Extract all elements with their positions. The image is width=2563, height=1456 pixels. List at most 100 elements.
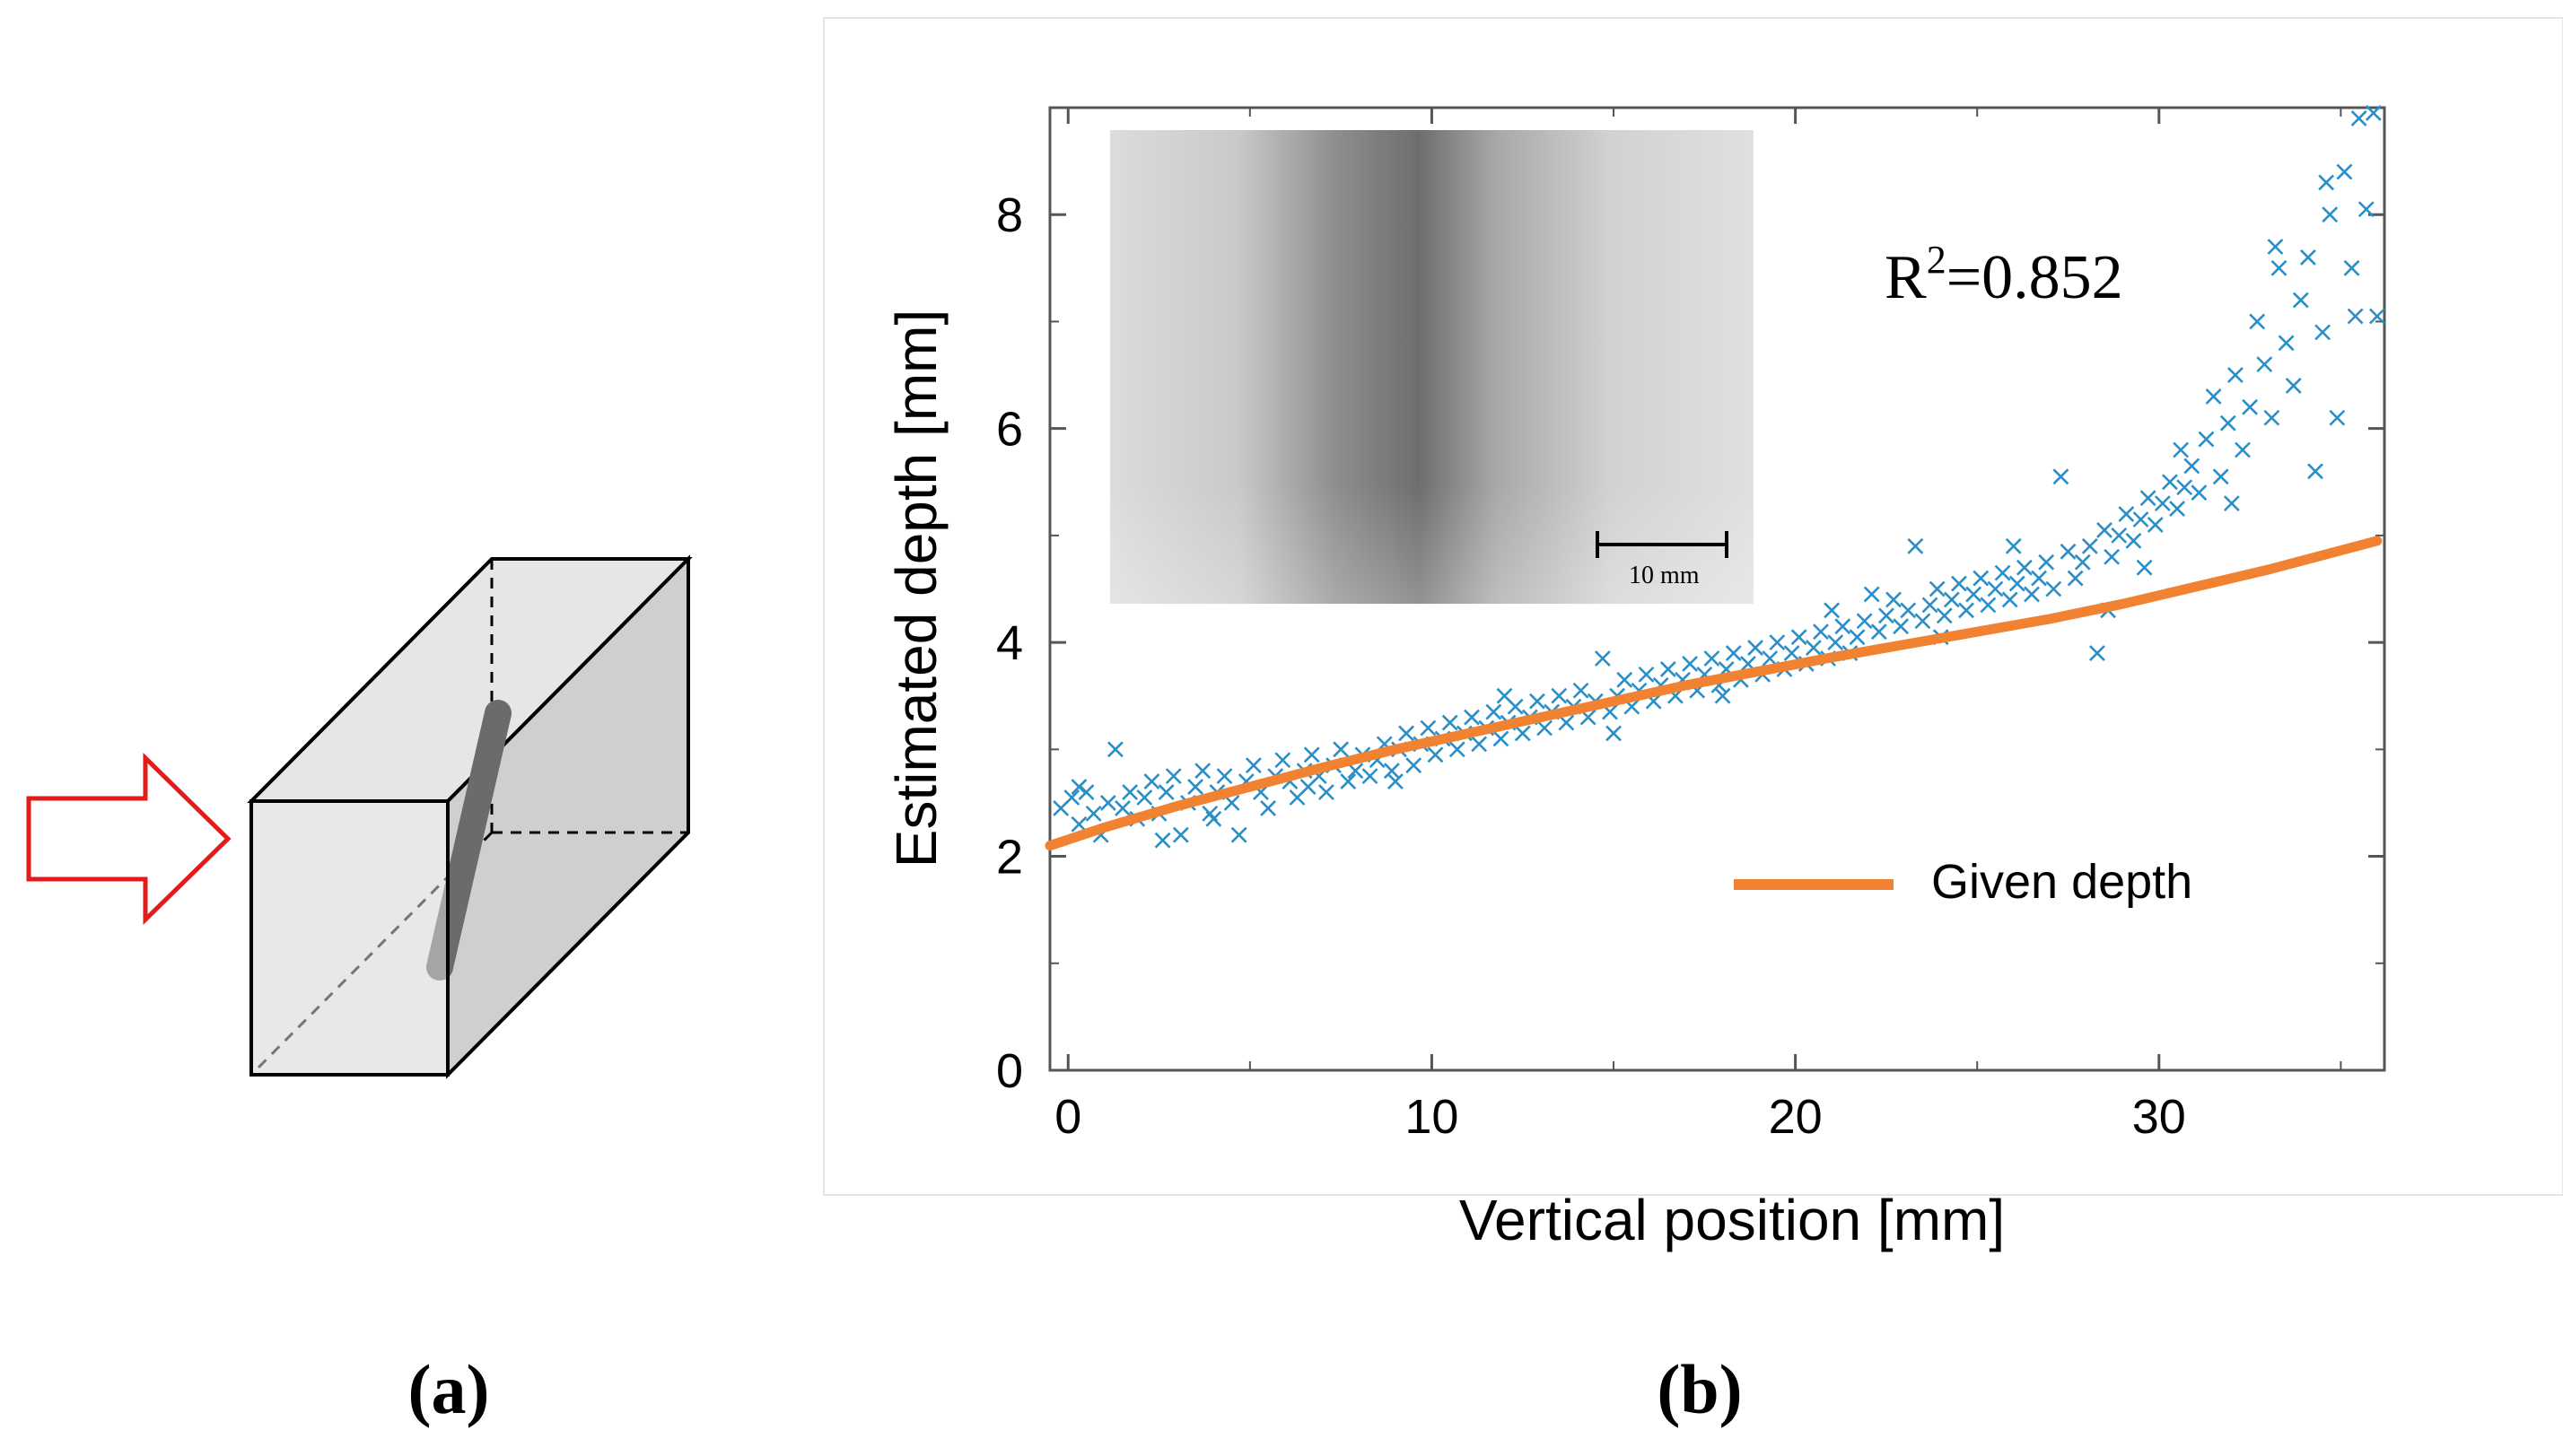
scatter-point	[1725, 645, 1742, 661]
scatter-point	[1340, 773, 1357, 790]
scatter-point	[1929, 580, 1946, 597]
scatter-point	[1994, 564, 2011, 581]
scatter-point	[1885, 591, 1902, 608]
scatter-point	[1834, 618, 1851, 635]
scatter-point	[1318, 784, 1334, 800]
legend-label: Given depth	[1931, 855, 2192, 909]
scatter-point	[2081, 537, 2098, 554]
scatter-point	[2104, 548, 2121, 565]
scatter-point	[2318, 174, 2335, 191]
y-tick-label: 8	[996, 188, 1023, 242]
r-squared-prefix: R	[1885, 243, 1927, 312]
scatter-point	[2154, 495, 2171, 512]
given-depth-line	[1045, 536, 2383, 851]
scatter-point	[1921, 597, 1938, 614]
scatter-point	[1071, 815, 1088, 833]
scatter-point	[2357, 201, 2375, 218]
scatter-point	[2270, 259, 2287, 276]
scatter-point	[1703, 650, 1720, 667]
scatter-point	[2263, 409, 2280, 426]
scatter-point	[2336, 163, 2353, 180]
scatter-point	[2219, 414, 2236, 432]
scatter-point	[1085, 805, 1102, 822]
scatter-point	[1514, 725, 1531, 742]
scatter-point	[2285, 378, 2302, 394]
scatter-series	[1053, 105, 2385, 849]
scatter-point	[1464, 709, 1480, 726]
scatter-point	[1230, 826, 1247, 843]
scatter-point	[1529, 693, 1545, 710]
scatter-point	[1572, 682, 1589, 699]
scatter-point	[2136, 559, 2153, 576]
scatter-point	[1165, 768, 1182, 785]
scatter-point	[2278, 335, 2295, 352]
scatter-point	[1605, 725, 1622, 742]
scatter-point	[2343, 259, 2360, 276]
scatter-point	[1274, 752, 1291, 769]
scatter-point	[2052, 468, 2069, 485]
scatter-point	[2365, 105, 2382, 121]
scatter-point	[2111, 527, 2128, 544]
scatter-point	[1260, 799, 1277, 816]
scatter-point	[1078, 784, 1095, 800]
scatter-point	[1496, 687, 1513, 704]
scatter-point	[2008, 575, 2025, 592]
y-tick-label: 0	[996, 1044, 1023, 1098]
scatter-point	[1143, 773, 1160, 790]
scatter-point	[2096, 522, 2113, 538]
scatter-point	[1805, 640, 1822, 656]
scatter-point	[2242, 398, 2259, 415]
scatter-point	[1943, 591, 1960, 608]
scatter-point	[1441, 714, 1458, 731]
incident-arrow	[26, 753, 232, 925]
scatter-point	[1863, 586, 1880, 603]
scatter-point	[1616, 671, 1633, 688]
scatter-point	[1405, 757, 1422, 774]
y-tick-label: 4	[996, 616, 1023, 670]
scatter-point	[1893, 618, 1910, 635]
scatter-point	[1551, 687, 1568, 704]
scatter-point	[1205, 810, 1222, 827]
x-tick-label: 30	[2132, 1090, 2186, 1144]
scatter-point	[2045, 580, 2062, 597]
scatter-point	[1965, 586, 1982, 603]
scatter-point	[1659, 660, 1676, 677]
scatter-point	[2067, 570, 2084, 587]
scatter-point	[1980, 597, 1997, 614]
panel-a-label-text: (a)	[408, 1350, 490, 1428]
scatter-point	[1813, 623, 1829, 641]
scatter-point	[1063, 789, 1080, 806]
scatter-point	[1107, 741, 1124, 758]
scatter-point	[2307, 463, 2323, 480]
scatter-point	[1492, 730, 1509, 747]
scatter-point	[1827, 634, 1844, 651]
scatter-point	[2139, 490, 2156, 507]
scatter-point	[1485, 703, 1502, 720]
axis-tick-labels: 0 10 20 30 0 2 4 6 8	[996, 188, 2186, 1144]
scatter-point	[1303, 746, 1320, 763]
scatter-point	[1347, 763, 1364, 780]
scatter-point	[2314, 324, 2331, 341]
box-front-face	[249, 799, 450, 1077]
scatter-point	[1877, 607, 1894, 624]
scatter-point	[1122, 784, 1139, 800]
inset-scale-label: 10 mm	[1629, 562, 1700, 589]
axis-ticks	[1050, 108, 2384, 1072]
scatter-point	[1973, 570, 1990, 587]
scatter-point	[1594, 650, 1611, 667]
scatter-point	[1783, 645, 1800, 661]
scatter-point	[2125, 532, 2142, 549]
scatter-point	[1856, 613, 1873, 630]
scatter-point	[2024, 586, 2040, 603]
scatter-point	[2299, 248, 2316, 266]
scatter-point	[2223, 495, 2240, 512]
scatter-point	[1386, 773, 1404, 790]
scatter-point	[2118, 506, 2135, 522]
scatter-point	[2267, 239, 2284, 255]
scatter-point	[2256, 356, 2273, 373]
r-squared-annotation: R2=0.852	[1885, 238, 2123, 312]
scatter-point	[2226, 367, 2244, 383]
y-axis-label: Estimated depth [mm]	[884, 310, 949, 867]
scatter-point	[2176, 479, 2193, 496]
scatter-point	[2031, 570, 2048, 587]
